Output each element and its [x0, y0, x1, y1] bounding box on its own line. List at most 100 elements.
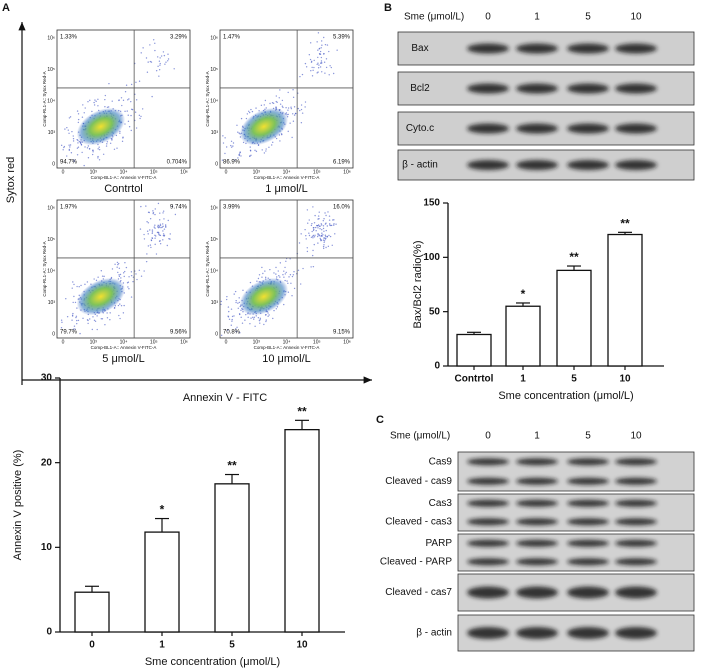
lane-label: 10	[630, 431, 642, 442]
event-dot	[135, 273, 137, 275]
event-dot	[79, 332, 81, 335]
flow-x-tick: 10³	[90, 339, 98, 345]
event-dot	[306, 209, 309, 211]
event-dot	[254, 149, 256, 152]
event-dot	[81, 151, 83, 154]
y-tick-label: 0	[434, 361, 440, 372]
event-dot	[128, 288, 130, 290]
event-dot	[154, 224, 156, 226]
event-dot	[323, 36, 325, 39]
event-dot	[314, 226, 317, 229]
event-dot	[152, 39, 155, 41]
event-dot	[91, 328, 94, 331]
event-dot	[120, 277, 122, 279]
event-dot	[325, 246, 327, 249]
y-axis-label: Annexin V positive (%)	[12, 450, 24, 561]
event-dot	[298, 242, 301, 244]
event-dot	[231, 318, 233, 321]
blot-band	[615, 539, 657, 547]
event-dot	[86, 319, 89, 321]
event-dot	[69, 146, 71, 148]
blot-band	[467, 83, 509, 94]
blot-band	[567, 477, 609, 485]
flow-y-label: Sytox red	[5, 157, 17, 203]
event-dot	[104, 324, 106, 326]
flow-caption: 10 μmol/L	[262, 353, 311, 365]
event-dot	[87, 157, 90, 159]
event-dot	[317, 234, 319, 236]
event-dot	[300, 104, 303, 106]
event-dot	[310, 69, 312, 72]
event-dot	[324, 212, 326, 214]
event-dot	[127, 99, 129, 101]
event-dot	[60, 144, 63, 147]
event-dot	[224, 152, 226, 155]
event-dot	[308, 54, 311, 56]
blot-band	[567, 558, 609, 566]
event-dot	[240, 309, 242, 312]
event-dot	[328, 74, 330, 76]
event-dot	[246, 113, 249, 115]
flow-x-tick: 10⁵	[313, 169, 321, 175]
event-dot	[159, 57, 161, 59]
blot-band	[467, 627, 509, 639]
event-dot	[235, 330, 238, 333]
event-dot	[249, 281, 252, 284]
event-dot	[275, 95, 278, 97]
flow-x-tick: 10⁴	[120, 339, 128, 345]
event-dot	[147, 222, 150, 224]
event-dot	[312, 69, 314, 71]
event-dot	[124, 90, 127, 93]
blot-row-label: Cleaved - cas9	[385, 476, 452, 487]
event-dot	[284, 279, 286, 282]
event-dot	[82, 317, 84, 320]
event-dot	[321, 235, 323, 237]
event-dot	[97, 157, 99, 159]
blot-band	[567, 518, 609, 526]
flow-y-tick: 10³	[48, 300, 56, 306]
blot-strip	[457, 493, 695, 532]
blot-band	[516, 43, 558, 54]
event-dot	[257, 277, 260, 280]
event-dot	[281, 105, 284, 107]
event-dot	[87, 145, 90, 147]
blot-band	[467, 518, 509, 526]
event-dot	[221, 159, 224, 161]
event-dot	[147, 61, 149, 63]
event-dot	[87, 101, 89, 103]
lane-label: 1	[534, 431, 540, 442]
event-dot	[158, 75, 160, 77]
blot-band	[567, 43, 609, 54]
event-dot	[84, 146, 86, 148]
event-dot	[310, 266, 312, 268]
flow-y-tick: 10⁴	[47, 268, 55, 274]
event-dot	[162, 51, 165, 53]
quadrant-percent: 1.97%	[60, 205, 78, 211]
event-dot	[322, 227, 325, 230]
significance-label: **	[620, 217, 630, 231]
flow-plot-y-title: Comp-RL1-A:: Sytox Red-A	[42, 71, 47, 126]
event-dot	[143, 238, 146, 240]
x-tick-label: 5	[571, 374, 577, 385]
density-core	[239, 277, 289, 316]
event-dot	[325, 229, 327, 232]
flow-y-tick: 10⁶	[47, 35, 55, 41]
event-dot	[226, 295, 228, 298]
flow-x-tick: 0	[62, 169, 65, 175]
event-dot	[289, 258, 291, 260]
event-dot	[252, 316, 254, 319]
blot-band	[516, 558, 558, 566]
event-dot	[88, 148, 91, 150]
bar	[456, 333, 492, 367]
quadrant-percent: 9.74%	[170, 205, 188, 211]
event-dot	[245, 313, 247, 316]
event-dot	[310, 236, 313, 239]
flow-plot-x-title: Comp-BL1-A:: Annexin V-FITC-A	[91, 345, 157, 350]
event-dot	[250, 317, 252, 319]
blot-row-label: Cyto.c	[406, 123, 434, 134]
event-dot	[255, 315, 257, 317]
event-dot	[236, 326, 238, 328]
event-dot	[291, 294, 293, 297]
event-dot	[228, 310, 230, 313]
